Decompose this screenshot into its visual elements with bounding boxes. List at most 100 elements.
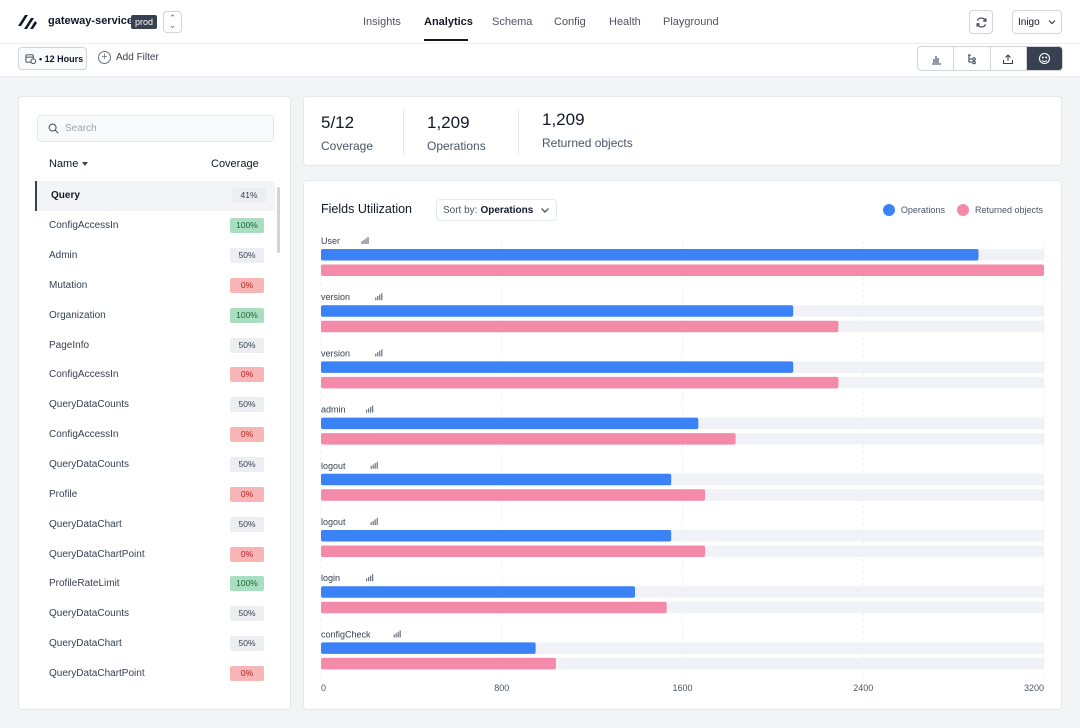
scrollbar-thumb[interactable] (277, 187, 280, 253)
type-row[interactable]: Mutation 0% (35, 271, 275, 301)
field-label[interactable]: User (321, 236, 340, 246)
service-name[interactable]: gateway-service (48, 15, 133, 27)
field-label[interactable]: admin (321, 405, 346, 415)
stat-value: 1,209 (542, 110, 585, 129)
type-row[interactable]: ConfigAccessIn 100% (35, 211, 275, 241)
service-switcher-button[interactable]: ⌃ ⌄ (163, 11, 182, 33)
stat-value: 1,209 (427, 113, 470, 132)
coverage-badge: 100% (230, 576, 264, 592)
bar-operations[interactable] (321, 530, 672, 542)
bar-returned-objects[interactable] (321, 657, 556, 670)
type-row[interactable]: PageInfo 50% (35, 330, 275, 360)
view-coverage-button[interactable] (1026, 47, 1062, 70)
type-row[interactable]: ConfigAccessIn 0% (35, 360, 275, 390)
legend-item-returned-objects[interactable]: Returned objects (956, 204, 1043, 216)
chevron-down-icon (1048, 20, 1056, 25)
bar-operations[interactable] (321, 361, 794, 373)
add-filter-label: Add Filter (116, 52, 159, 63)
tab-config[interactable]: Config (554, 16, 586, 28)
coverage-badge: 0% (230, 486, 264, 502)
view-tree-button[interactable] (954, 47, 991, 70)
name-column-label: Name (49, 158, 79, 170)
coverage-badge: 0% (230, 277, 264, 293)
field-label[interactable]: version (321, 292, 350, 302)
x-tick-label: 3200 (1024, 683, 1044, 693)
chevron-up-icon: ⌃ (168, 13, 177, 23)
type-row[interactable]: QueryDataChart 50% (35, 629, 275, 659)
bar-returned-objects[interactable] (321, 264, 1044, 277)
type-row[interactable]: Organization 100% (35, 300, 275, 330)
field-label[interactable]: version (321, 348, 350, 358)
legend-item-operations[interactable]: Operations (882, 204, 945, 216)
view-upload-button[interactable] (991, 47, 1027, 70)
bar-returned-objects[interactable] (321, 489, 706, 501)
tab-playground[interactable]: Playground (663, 16, 719, 28)
signal-bars-icon (370, 518, 378, 525)
signal-bars-icon (370, 461, 378, 469)
tab-insights[interactable]: Insights (363, 16, 401, 28)
signal-bars-icon (375, 293, 383, 301)
type-row[interactable]: ProfileRateLimit 100% (35, 569, 275, 599)
type-row[interactable]: Admin 50% (35, 241, 275, 271)
type-name: ConfigAccessIn (49, 220, 119, 232)
type-row[interactable]: QueryDataCounts 50% (35, 450, 275, 480)
stat-value: 5/12 (321, 113, 355, 132)
type-row[interactable]: QueryDataChart 50% (35, 509, 275, 539)
signal-bars-icon (366, 405, 374, 413)
signal-bars-icon (393, 630, 401, 638)
chart-title: Fields Utilization (321, 202, 413, 216)
refresh-icon (975, 16, 987, 28)
bar-returned-objects[interactable] (321, 376, 839, 389)
bar-returned-objects[interactable] (321, 601, 667, 614)
coverage-badge: 50% (230, 516, 264, 532)
chevron-down-icon (541, 207, 550, 213)
coverage-column-header[interactable]: Coverage (211, 158, 259, 170)
type-row[interactable]: QueryDataCounts 50% (35, 390, 275, 420)
bar-returned-objects[interactable] (321, 320, 839, 333)
field-label[interactable]: configCheck (321, 629, 371, 639)
bar-operations[interactable] (321, 417, 699, 430)
tab-health[interactable]: Health (609, 16, 641, 28)
bar-operations[interactable] (321, 249, 979, 261)
type-row[interactable]: Profile 0% (35, 479, 275, 509)
inigo-logo-icon[interactable] (16, 12, 38, 32)
bar-returned-objects[interactable] (321, 433, 736, 445)
stat-label: Coverage (321, 139, 374, 153)
fields-utilization-panel: 0 800 1600 2400 3200 User version version admin l… (303, 180, 1062, 710)
search-input[interactable] (65, 123, 255, 134)
bar-operations[interactable] (321, 305, 794, 317)
coverage-badge: 0% (230, 665, 264, 681)
type-row[interactable]: QueryDataChartPoint 0% (35, 539, 275, 569)
x-tick-label: 0 (321, 683, 326, 693)
type-name: Profile (49, 488, 78, 500)
bar-track (321, 642, 1044, 654)
user-name: Inigo (1018, 16, 1040, 28)
user-menu-button[interactable]: Inigo (1012, 10, 1062, 34)
coverage-badge: 50% (230, 636, 264, 652)
bar-operations[interactable] (321, 642, 536, 654)
field-label[interactable]: logout (321, 517, 346, 527)
coverage-badge: 0% (230, 427, 264, 443)
bar-returned-objects[interactable] (321, 545, 706, 558)
stat-divider (518, 109, 519, 155)
view-bar-chart-button[interactable] (918, 47, 955, 70)
field-label[interactable]: login (321, 573, 340, 583)
type-row[interactable]: QueryDataChartPoint 0% (35, 659, 275, 689)
tab-analytics[interactable]: Analytics (424, 16, 473, 28)
type-row[interactable]: QueryDataCounts 50% (35, 599, 275, 629)
add-filter-button[interactable]: + Add Filter (98, 51, 159, 64)
time-range-button[interactable]: • 12 Hours (18, 47, 87, 70)
bar-track (321, 586, 1044, 598)
bar-operations[interactable] (321, 586, 636, 598)
env-badge: prod (131, 15, 158, 29)
bar-operations[interactable] (321, 473, 672, 486)
refresh-button[interactable] (969, 10, 993, 34)
field-label[interactable]: logout (321, 461, 346, 471)
tab-schema[interactable]: Schema (492, 16, 533, 28)
sort-by-dropdown[interactable]: Sort by: Operations (436, 199, 558, 221)
legend-label: Operations (900, 205, 945, 215)
stat-label: Returned objects (542, 136, 633, 150)
type-row[interactable]: ConfigAccessIn 0% (35, 420, 275, 450)
type-row[interactable]: Query 41% (35, 181, 275, 211)
name-column-header[interactable]: Name (49, 158, 89, 170)
